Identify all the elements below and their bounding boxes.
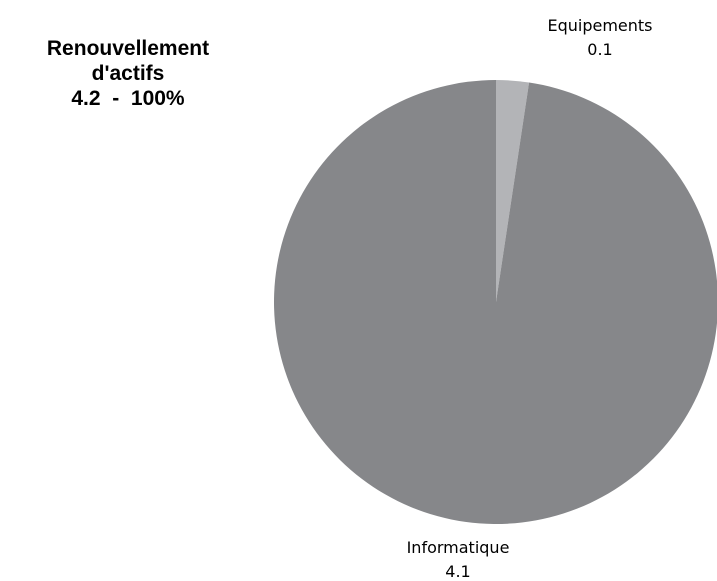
slice-label-informatique: Informatique <box>407 538 510 557</box>
pie-slices <box>274 80 717 524</box>
pie-slice-informatique <box>274 80 717 524</box>
slice-value-informatique: 4.1 <box>445 562 470 581</box>
slice-value-equipements: 0.1 <box>587 40 612 59</box>
slice-label-equipements: Equipements <box>547 16 652 35</box>
